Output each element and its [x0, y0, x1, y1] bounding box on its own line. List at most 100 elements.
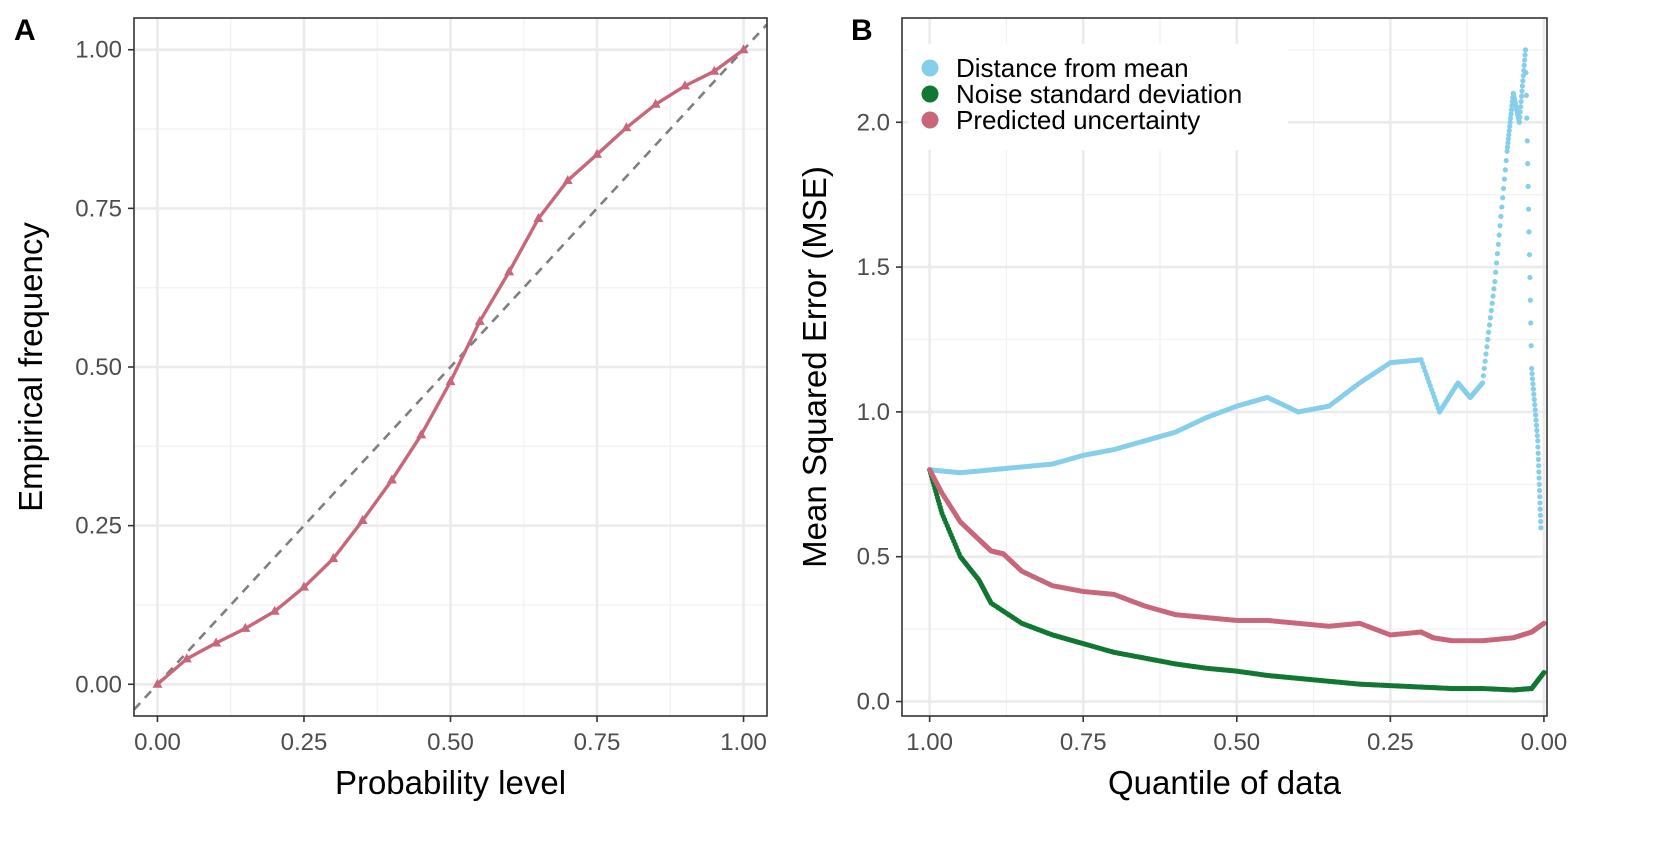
panel-b-scatter-point-distance-from-mean — [1480, 373, 1486, 379]
panel-a-y-tick-label: 0.50 — [75, 354, 122, 381]
panel-a-reference-diagonal — [133, 23, 768, 711]
panel-a-x-tick-label: 1.00 — [720, 729, 767, 756]
panel-b-scatter-point-distance-from-mean — [1487, 315, 1493, 321]
panel-b-scatter-point-distance-from-mean — [1537, 500, 1543, 506]
panel-b-scatter-point-distance-from-mean — [1523, 92, 1529, 98]
panel-b-scatter-point-distance-from-mean — [1520, 78, 1526, 84]
panel-a-x-tick-label: 0.25 — [281, 729, 328, 756]
panel-b-panel-border — [901, 17, 1548, 717]
panel-b-scatter-point-distance-from-mean — [1533, 422, 1540, 428]
panel-b-scatter-point-distance-from-mean — [1529, 376, 1536, 382]
panel-b-scatter-point-distance-from-mean — [1527, 274, 1533, 281]
panel-b-y-tick-label: 1.0 — [857, 399, 890, 426]
panel-a-y-axis-title: Empirical frequency — [12, 222, 49, 512]
panel-b-scatter-point-distance-from-mean — [1497, 223, 1503, 229]
panel-a-triangle-point — [298, 581, 309, 591]
panel-b-scatter-point-distance-from-mean — [1492, 278, 1498, 285]
panel-b-scatter-point-distance-from-mean — [1486, 329, 1492, 335]
panel-b-scatter-point-distance-from-mean — [1484, 344, 1490, 350]
panel-b-scatter-point-distance-from-mean — [1516, 119, 1522, 125]
panel-b-scatter-point-distance-from-mean — [1536, 469, 1542, 475]
panel-a-triangle-point — [181, 653, 192, 663]
panel-b-scatter-point-distance-from-mean — [1537, 494, 1543, 500]
panel-a-triangle-point — [562, 174, 573, 184]
panel-b-scatter-point-distance-from-mean — [1506, 132, 1512, 138]
panel-b-legend-label: Predicted uncertainty — [956, 105, 1200, 135]
panel-a-triangle-point — [650, 98, 661, 108]
panel-b-y-tick-label: 2.0 — [857, 109, 890, 136]
panel-b-scatter-point-noise-standard-deviation — [1541, 669, 1547, 676]
panel-b-scatter-point-distance-from-mean — [1532, 407, 1538, 413]
panel-b-x-tick-label: 0.75 — [1060, 729, 1107, 756]
panel-b-scatter-point-distance-from-mean — [1498, 213, 1504, 219]
panel-b-scatter-point-distance-from-mean — [1538, 525, 1544, 531]
panel-a-triangle-point — [621, 122, 632, 132]
panel-a-tag: A — [14, 14, 36, 47]
panel-b-legend-box — [908, 44, 1288, 150]
panel-a-triangle-point — [328, 553, 339, 563]
panel-b-scatter-point-distance-from-mean — [1508, 111, 1514, 117]
panel-b-scatter-point-distance-from-mean — [1535, 438, 1541, 444]
panel-a-triangle-point — [533, 213, 544, 223]
panel-b-scatter-point-distance-from-mean — [1532, 412, 1539, 418]
panel-b-scatter-point-distance-from-mean — [1531, 391, 1537, 397]
panel-b-scatter-point-distance-from-mean — [1524, 138, 1530, 144]
panel-b-scatter-point-distance-from-mean — [1489, 300, 1495, 306]
panel-b-scatter-point-distance-from-mean — [1518, 98, 1524, 105]
panel-b-scatter-point-distance-from-mean — [1531, 396, 1537, 403]
panel-b-scatter-point-distance-from-mean — [1485, 336, 1491, 343]
panel-b-scatter-point-distance-from-mean — [1529, 365, 1535, 372]
panel-b-scatter-point-distance-from-mean — [1517, 109, 1523, 115]
panel-a-y-tick-label: 0.75 — [75, 195, 122, 222]
panel-b-scatter-point-distance-from-mean — [1507, 115, 1514, 121]
panel-b-scatter-point-distance-from-mean — [1521, 62, 1527, 68]
panel-b-scatter-point-distance-from-mean — [1525, 183, 1531, 189]
panel-b-scatter-point-distance-from-mean — [1483, 351, 1489, 357]
panel-a-triangle-point — [386, 474, 397, 484]
panel-b-scatter-point-distance-from-mean — [1529, 371, 1535, 377]
panel-b-legend-key — [921, 85, 939, 103]
panel-a-triangle-point — [269, 605, 280, 615]
panel-b-legend-key — [921, 59, 939, 77]
panel-b-x-tick-label: 0.25 — [1367, 729, 1414, 756]
panel-b-scatter-point-distance-from-mean — [1518, 104, 1524, 110]
panel-b-scatter-point-distance-from-mean — [1535, 450, 1541, 456]
panel-b-scatter-point-distance-from-mean — [1536, 487, 1543, 494]
panel-b-scatter-point-distance-from-mean — [1528, 320, 1534, 326]
panel-b-scatter-point-distance-from-mean — [1490, 293, 1496, 299]
panel-b-x-axis-title: Quantile of data — [1108, 764, 1342, 801]
panel-b-scatter-point-distance-from-mean — [1537, 506, 1543, 512]
panel-b-scatter-point-distance-from-mean — [1534, 433, 1540, 439]
panel-b-scatter-point-distance-from-mean — [1507, 119, 1513, 125]
panel-b-y-tick-label: 0.5 — [857, 544, 890, 571]
panel-a-triangle-point — [592, 148, 603, 158]
panel-a-y-tick-label: 1.00 — [75, 37, 122, 64]
panel-b-scatter-point-distance-from-mean — [1504, 144, 1511, 150]
panel-b-scatter-point-distance-from-mean — [1500, 195, 1506, 201]
panel-b-scatter-point-distance-from-mean — [1491, 286, 1497, 292]
panel-b-scatter-point-distance-from-mean — [1519, 88, 1525, 94]
panel-b-scatter-point-distance-from-mean — [1496, 232, 1502, 238]
panel-b-scatter-point-distance-from-mean — [1522, 52, 1528, 58]
panel-b-scatter-point-distance-from-mean — [1523, 70, 1529, 76]
panel-b-scatter-point-distance-from-mean — [1537, 512, 1544, 518]
panel-a-triangle-point — [240, 622, 251, 632]
panel-b-scatter-point-distance-from-mean — [1503, 157, 1509, 164]
panel-b-scatter-point-distance-from-mean — [1517, 114, 1523, 120]
panel-b-y-tick-label: 1.5 — [857, 254, 890, 281]
panel-b-scatter-point-distance-from-mean — [1524, 115, 1530, 121]
panel-b-scatter-point-distance-from-mean — [1508, 107, 1515, 113]
panel-b-scatter-point-distance-from-mean — [1505, 136, 1511, 142]
panel-b-scatter-point-distance-from-mean — [1482, 358, 1488, 364]
panel-a-x-axis-title: Probability level — [335, 764, 566, 801]
panel-b-scatter-point-distance-from-mean — [1486, 322, 1493, 328]
panel-b-scatter-point-distance-from-mean — [1500, 185, 1507, 192]
panel-b-scatter-point-distance-from-mean — [1526, 252, 1533, 258]
panel-a-x-tick-label: 0.00 — [134, 729, 181, 756]
panel-b-scatter-point-distance-from-mean — [1499, 204, 1505, 210]
panel-b-scatter-point-distance-from-mean — [1506, 127, 1512, 134]
panel-a-triangle-point — [504, 266, 515, 276]
panel-b-scatter-point-distance-from-mean — [1494, 251, 1501, 257]
panel-b-x-tick-label: 0.00 — [1521, 729, 1568, 756]
